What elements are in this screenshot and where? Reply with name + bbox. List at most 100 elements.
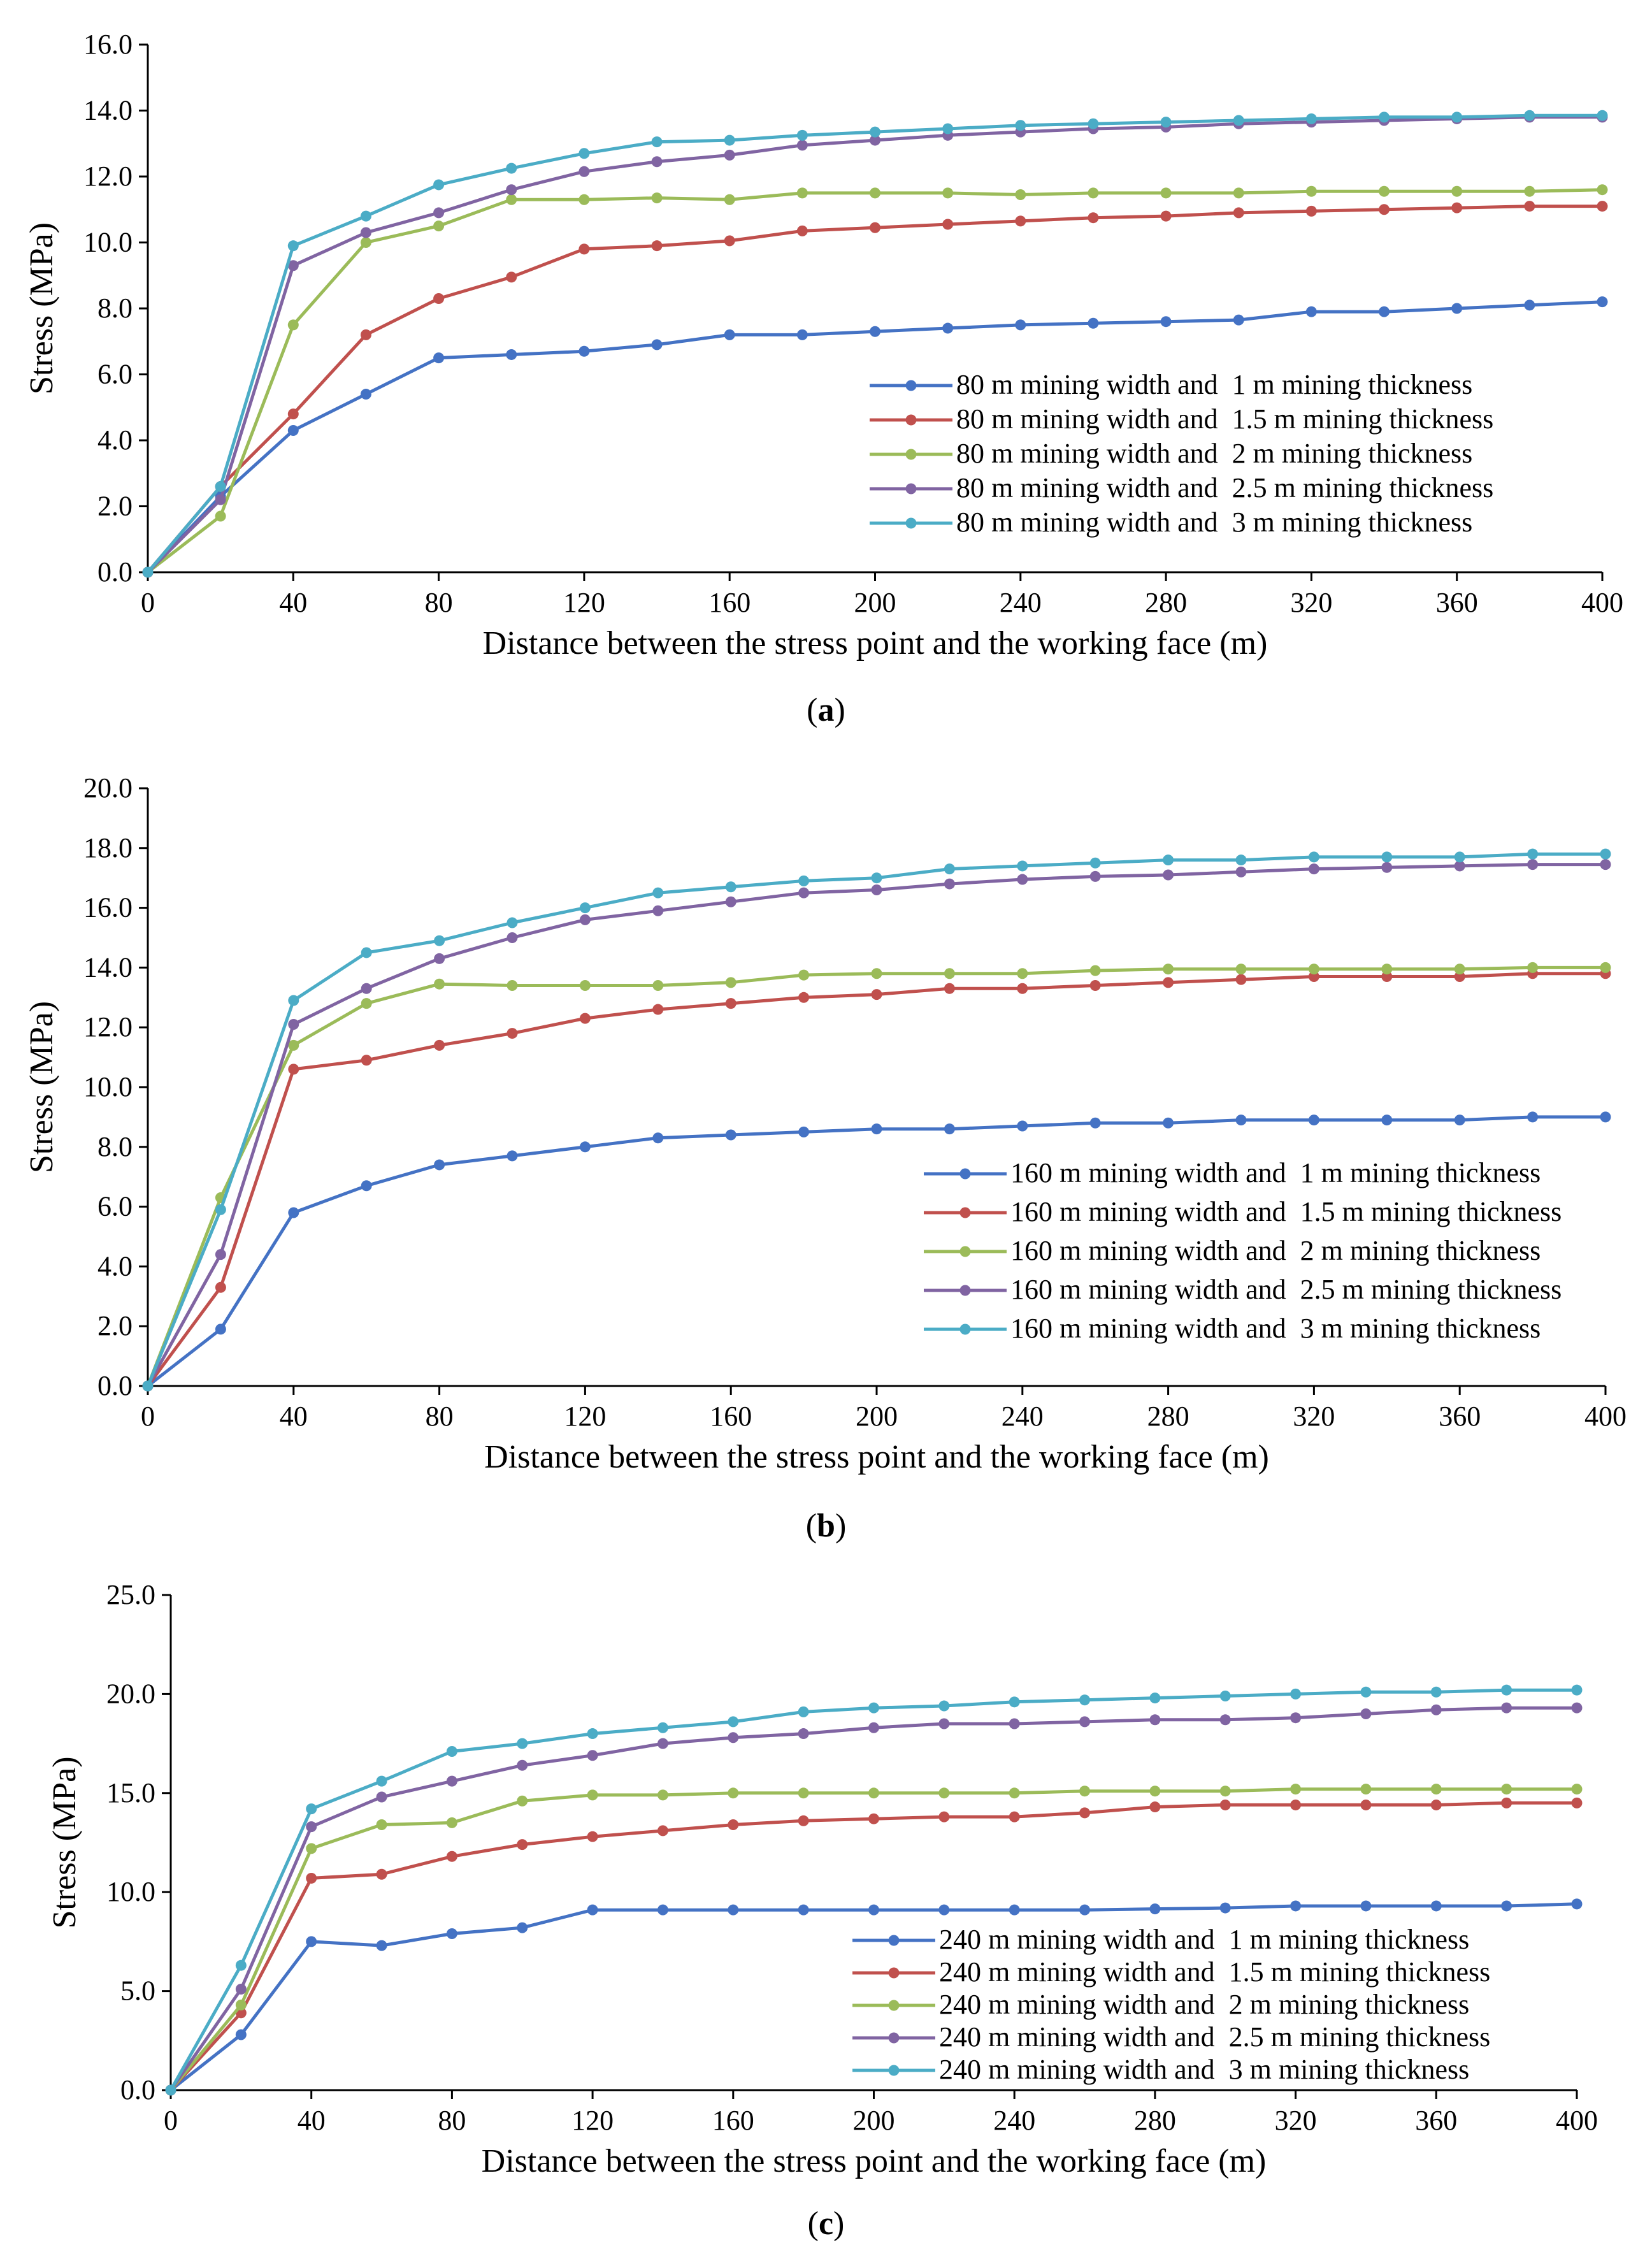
data-point bbox=[235, 1999, 247, 2010]
data-point bbox=[360, 227, 371, 238]
y-tick-label: 12.0 bbox=[83, 161, 133, 192]
data-point bbox=[1163, 1117, 1174, 1129]
data-point bbox=[798, 875, 810, 886]
data-point bbox=[287, 240, 299, 252]
data-point bbox=[1219, 1691, 1231, 1702]
data-point bbox=[1600, 848, 1611, 860]
x-tick-label: 40 bbox=[279, 587, 307, 618]
data-point bbox=[1308, 971, 1319, 982]
data-point bbox=[288, 1019, 299, 1030]
data-point bbox=[657, 1825, 668, 1837]
y-tick-label: 8.0 bbox=[97, 292, 133, 324]
data-point bbox=[1527, 1111, 1539, 1123]
data-point bbox=[1597, 201, 1608, 212]
legend-swatch-marker bbox=[888, 1935, 900, 1946]
data-point bbox=[798, 969, 810, 981]
data-point bbox=[1160, 117, 1172, 128]
data-point bbox=[306, 1821, 317, 1833]
data-point bbox=[1290, 1784, 1302, 1795]
legend-label: 160 m mining width and 1.5 m mining thic… bbox=[1010, 1196, 1562, 1227]
data-point bbox=[506, 980, 518, 992]
data-point bbox=[306, 1843, 317, 1854]
data-point bbox=[1219, 1714, 1231, 1726]
legend-swatch-marker bbox=[888, 2065, 900, 2076]
data-point bbox=[1524, 110, 1535, 121]
data-point bbox=[1015, 189, 1026, 200]
data-point bbox=[1305, 185, 1317, 197]
data-point bbox=[1233, 207, 1244, 219]
data-point bbox=[306, 1872, 317, 1884]
data-point bbox=[215, 480, 226, 492]
data-point bbox=[1524, 201, 1535, 212]
data-point bbox=[446, 1817, 457, 1828]
data-point bbox=[1233, 115, 1244, 126]
legend-swatch-marker bbox=[905, 414, 917, 426]
data-point bbox=[215, 1281, 226, 1293]
data-point bbox=[1079, 1904, 1091, 1916]
data-point bbox=[1571, 1684, 1583, 1696]
data-point bbox=[724, 329, 735, 340]
data-point bbox=[579, 1141, 591, 1153]
y-tick-label: 16.0 bbox=[83, 892, 133, 923]
data-point bbox=[1308, 1115, 1319, 1126]
data-point bbox=[652, 1132, 664, 1144]
data-point bbox=[938, 1718, 950, 1729]
x-tick-label: 320 bbox=[1290, 587, 1332, 618]
legend-swatch-marker bbox=[959, 1324, 971, 1335]
data-point bbox=[287, 424, 299, 436]
data-point bbox=[1451, 303, 1463, 314]
data-point bbox=[724, 235, 735, 247]
data-point bbox=[578, 345, 590, 357]
data-point bbox=[1233, 187, 1244, 199]
data-point bbox=[1501, 1684, 1512, 1696]
data-point bbox=[1527, 962, 1539, 973]
data-point bbox=[728, 1787, 739, 1799]
data-point bbox=[1219, 1799, 1231, 1810]
data-point bbox=[657, 1722, 668, 1733]
data-point bbox=[942, 123, 954, 134]
x-tick-label: 80 bbox=[426, 1401, 454, 1432]
data-point bbox=[724, 149, 735, 161]
data-point bbox=[651, 339, 663, 350]
data-point bbox=[446, 1928, 457, 1939]
x-tick-label: 360 bbox=[1436, 587, 1478, 618]
legend-item: 160 m mining width and 3 m mining thickn… bbox=[924, 1313, 1541, 1344]
data-point bbox=[728, 1904, 739, 1916]
series-2 bbox=[165, 1797, 1583, 2096]
x-axis-title: Distance between the stress point and th… bbox=[483, 625, 1268, 661]
data-point bbox=[868, 1722, 879, 1733]
legend-item: 160 m mining width and 2 m mining thickn… bbox=[924, 1235, 1541, 1266]
x-tick-label: 40 bbox=[298, 2105, 326, 2136]
x-tick-label: 200 bbox=[853, 2105, 895, 2136]
data-point bbox=[376, 1868, 387, 1880]
legend-item: 240 m mining width and 2 m mining thickn… bbox=[852, 1989, 1469, 2020]
data-point bbox=[1381, 1115, 1393, 1126]
y-axis-title: Stress (MPa) bbox=[24, 1001, 60, 1173]
data-point bbox=[652, 887, 664, 899]
data-point bbox=[871, 884, 882, 895]
data-point bbox=[360, 389, 371, 400]
data-point bbox=[1163, 977, 1174, 988]
data-point bbox=[506, 932, 518, 943]
data-point bbox=[798, 1904, 809, 1916]
x-axis-title: Distance between the stress point and th… bbox=[484, 1439, 1269, 1475]
x-tick-label: 400 bbox=[1581, 587, 1623, 618]
data-point bbox=[1454, 964, 1465, 975]
data-point bbox=[517, 1759, 528, 1771]
data-point bbox=[870, 326, 880, 337]
data-point bbox=[1009, 1811, 1020, 1822]
data-point bbox=[376, 1791, 387, 1803]
legend-swatch-marker bbox=[959, 1246, 971, 1257]
data-point bbox=[871, 1123, 882, 1135]
data-point bbox=[306, 1936, 317, 1947]
data-point bbox=[1524, 300, 1535, 311]
data-point bbox=[1597, 110, 1608, 121]
data-point bbox=[724, 194, 735, 205]
data-point bbox=[1009, 1904, 1020, 1916]
data-point bbox=[1451, 202, 1463, 213]
data-point bbox=[517, 1795, 528, 1807]
data-point bbox=[942, 322, 954, 334]
y-tick-label: 15.0 bbox=[106, 1777, 155, 1808]
data-point bbox=[1160, 210, 1172, 222]
data-point bbox=[657, 1738, 668, 1749]
